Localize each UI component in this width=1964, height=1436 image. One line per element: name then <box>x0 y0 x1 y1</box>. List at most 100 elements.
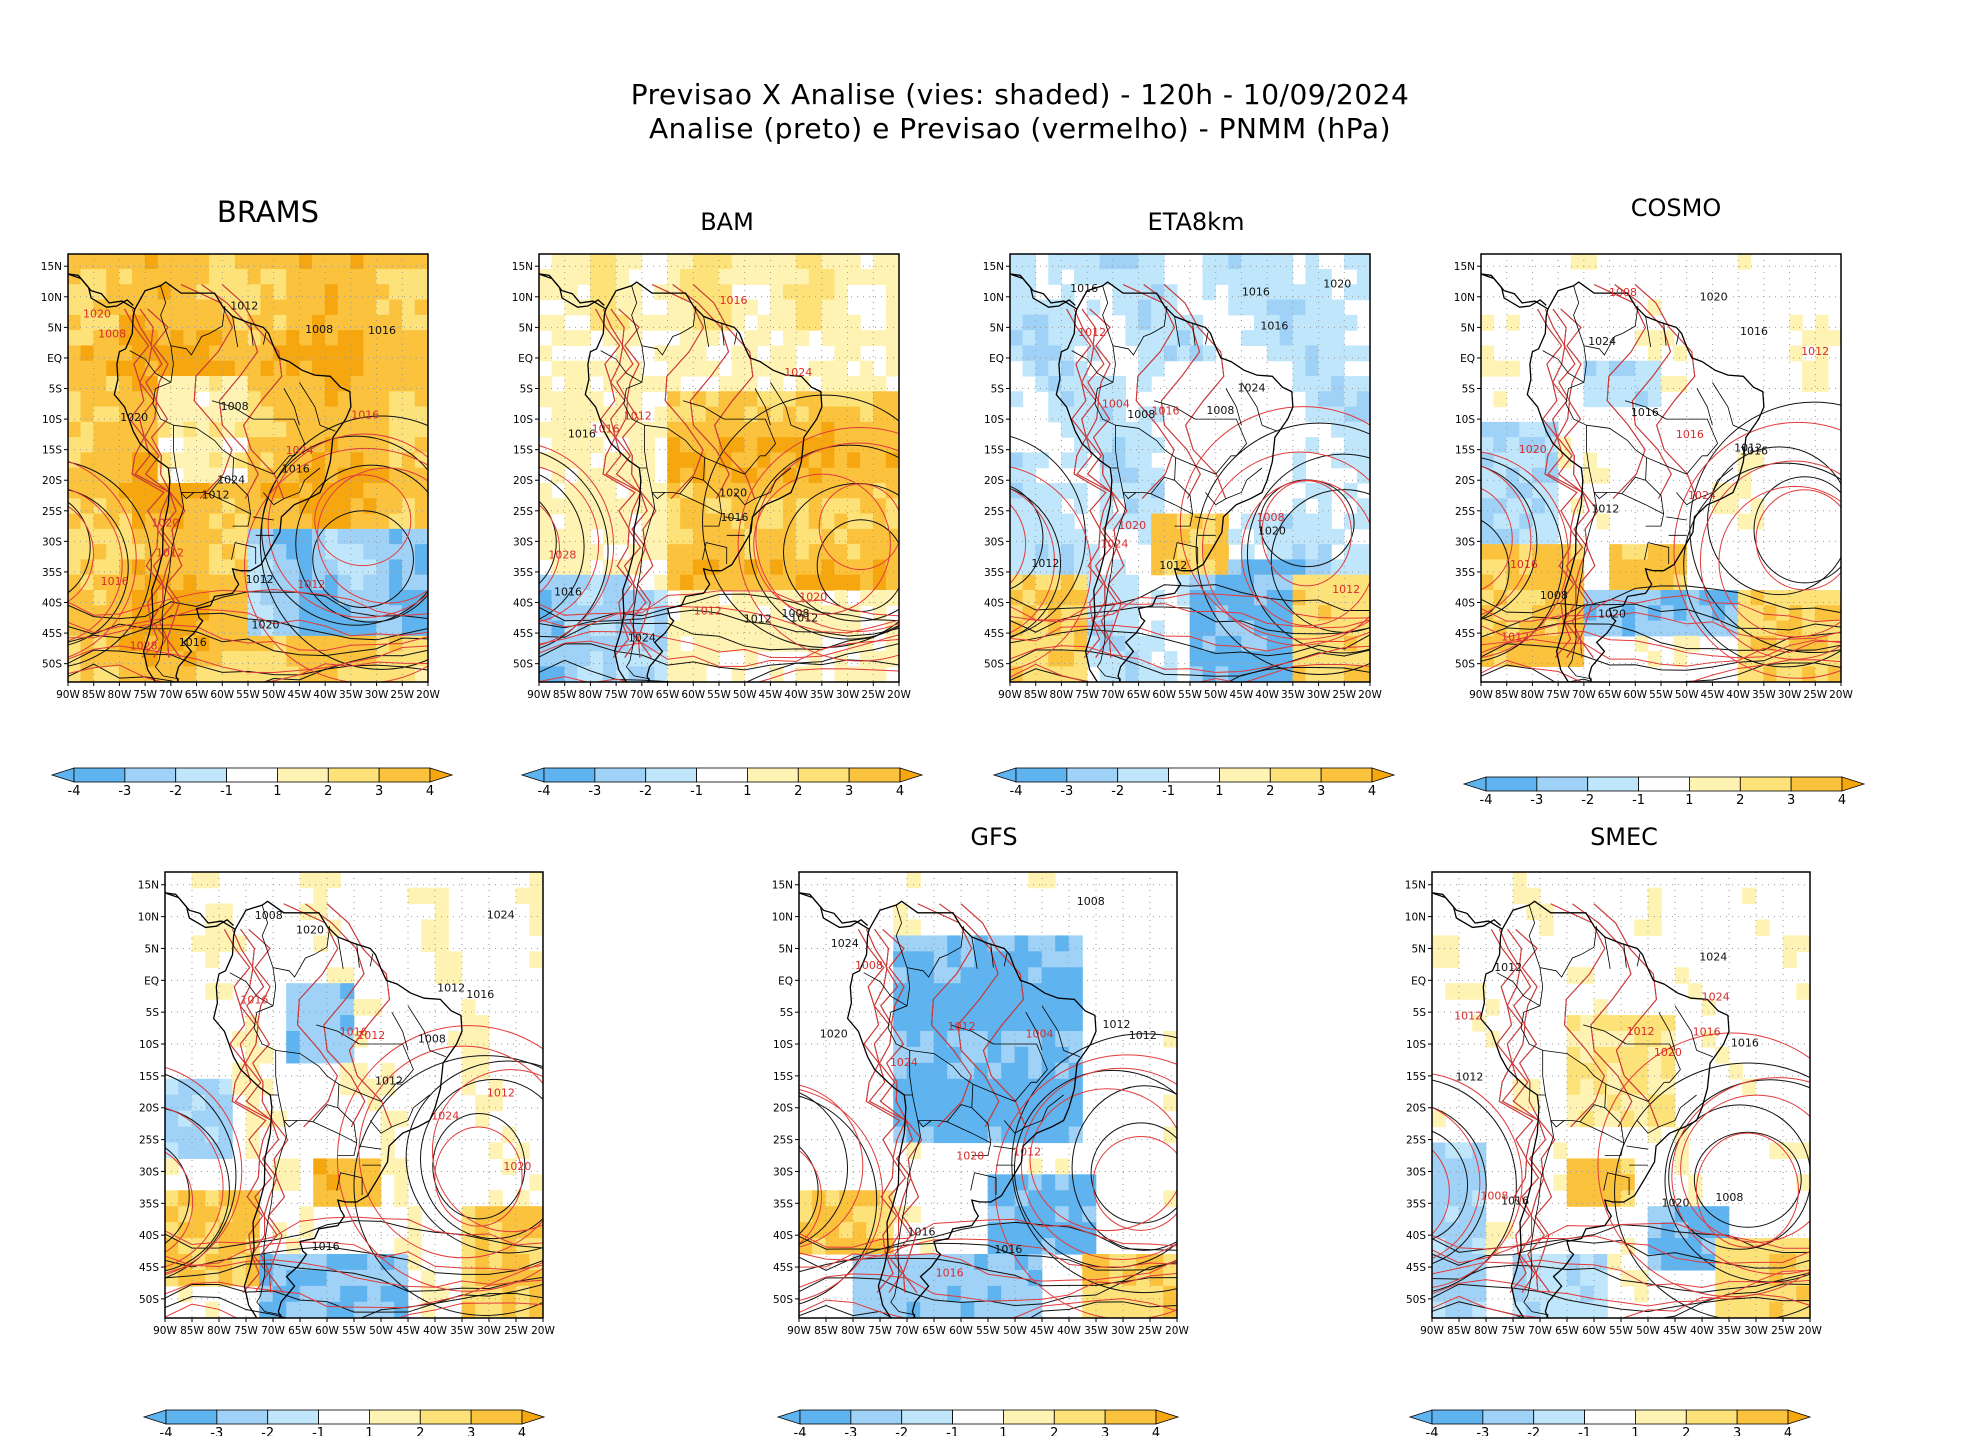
bias-cell <box>1279 284 1294 301</box>
bias-cell <box>744 375 758 392</box>
bias-cell <box>1068 1174 1083 1191</box>
bias-cell <box>234 254 249 270</box>
bias-cell <box>692 406 707 423</box>
bias-cell <box>1593 1015 1608 1032</box>
bias-cell <box>157 666 172 682</box>
bias-cell <box>1814 330 1829 347</box>
bias-cell <box>1048 314 1062 331</box>
forecast-isobars-contour <box>1432 1235 1810 1264</box>
bias-cell <box>1674 967 1689 984</box>
forecast-isobars-contour <box>165 1107 224 1268</box>
bias-cell <box>1082 1174 1097 1191</box>
border-line <box>1636 953 1641 967</box>
bias-cell <box>718 375 733 392</box>
bias-cell <box>782 284 797 301</box>
bias-cell <box>1305 330 1319 347</box>
bias-cell <box>1014 1285 1029 1303</box>
bias-cell <box>1035 345 1049 362</box>
bias-cell <box>68 345 82 362</box>
bias-cell <box>1163 651 1178 668</box>
forecast-isobars-contour <box>1481 451 1569 658</box>
bias-cell <box>1061 254 1075 270</box>
bias-cell <box>1583 254 1598 270</box>
bias-cell <box>680 482 694 499</box>
bias-cell <box>286 1158 301 1175</box>
bias-cell <box>273 498 287 515</box>
bias-cell <box>324 299 339 316</box>
bias-cell <box>1014 1015 1029 1032</box>
analysis-contour-label: 1024 <box>1237 381 1265 394</box>
bias-cell <box>1151 559 1165 576</box>
bias-cell <box>234 651 249 668</box>
bias-cell <box>232 1190 247 1207</box>
bias-cell <box>879 1206 894 1223</box>
bias-cell <box>196 421 210 438</box>
bias-cell <box>389 284 403 301</box>
south-america-coast <box>1526 281 1765 682</box>
lon-tick-label: 65W <box>288 1325 312 1337</box>
bias-cell <box>564 299 578 316</box>
bias-cell <box>260 360 275 377</box>
lat-tick-label: 40S <box>1406 1230 1426 1242</box>
bias-cell <box>744 437 758 454</box>
bias-cell <box>1802 589 1816 606</box>
bias-cell <box>93 254 107 270</box>
bias-cell <box>1202 254 1217 270</box>
bias-cell <box>590 268 604 285</box>
bias-cell <box>1228 254 1242 270</box>
colorbar-tick-label: 4 <box>1784 1426 1792 1436</box>
bias-cell <box>641 635 656 652</box>
bias-cell <box>1035 498 1049 515</box>
border-line <box>1621 493 1665 527</box>
lat-tick-label: 5N <box>778 943 793 955</box>
bias-cell <box>1318 314 1332 331</box>
bias-cell <box>401 421 416 438</box>
bias-cell <box>131 513 146 530</box>
bias-cell <box>1022 605 1037 622</box>
bias-cell <box>1728 1253 1743 1271</box>
bias-cell <box>260 651 275 668</box>
bias-cell <box>326 1158 341 1175</box>
bias-cell <box>564 544 578 561</box>
bias-cell <box>131 528 146 545</box>
bias-cell <box>770 284 784 301</box>
bias-cell <box>106 452 120 469</box>
lat-tick-label: 10S <box>139 1039 159 1051</box>
bias-cell <box>680 528 694 545</box>
analysis-isobars-contour <box>1432 1239 1810 1269</box>
border-line <box>152 325 223 426</box>
border-line <box>879 981 908 1007</box>
bias-cell <box>234 620 249 637</box>
bias-cell <box>1292 544 1307 561</box>
analysis-isobars-contour <box>1432 1079 1517 1292</box>
lon-tick-label: 55W <box>1609 1325 1633 1337</box>
bias-cell <box>414 437 428 454</box>
bias-cell <box>590 299 604 316</box>
bias-cell <box>93 330 107 347</box>
analysis-isobars-contour <box>1010 485 1044 590</box>
bias-cell <box>770 437 784 454</box>
bias-cell <box>260 437 275 454</box>
bias-cell <box>1138 330 1152 347</box>
bias-cell <box>906 919 921 937</box>
bias-cell <box>1481 314 1495 331</box>
colorbar-box <box>1536 776 1589 792</box>
bias-cell <box>475 1110 490 1128</box>
bias-cell <box>795 375 810 392</box>
border-line <box>1676 332 1680 345</box>
bias-cell <box>731 620 746 637</box>
bias-cell <box>1445 1158 1460 1175</box>
bias-cell <box>353 1158 368 1175</box>
bias-cell <box>705 437 720 454</box>
bias-cell <box>847 330 861 347</box>
bias-cell <box>414 666 428 682</box>
bias-cell <box>234 482 249 499</box>
bias-cell <box>106 284 120 301</box>
bias-cell <box>1010 284 1024 301</box>
bias-cell <box>1331 666 1345 682</box>
bias-cell <box>337 268 352 285</box>
panel-title-cosmo: COSMO <box>1630 194 1722 222</box>
bias-cell <box>461 1269 476 1287</box>
bias-cell <box>337 666 352 682</box>
bias-cell <box>1356 651 1370 668</box>
